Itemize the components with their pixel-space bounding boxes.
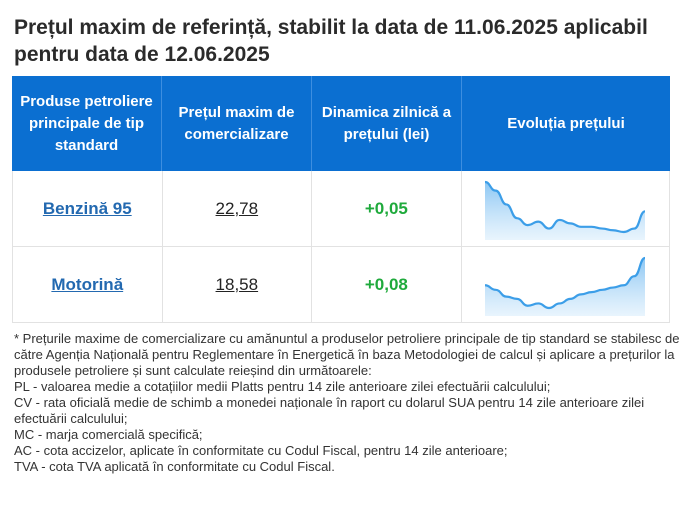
page-title: Prețul maxim de referință, stabilit la d…: [14, 16, 648, 66]
header-daily-change: Dinamica zilnică a prețului (lei): [312, 76, 462, 171]
note-tva: TVA - cota TVA aplicată în conformitate …: [14, 459, 335, 474]
note-ac: AC - cota accizelor, aplicate în conform…: [14, 443, 508, 458]
table-row-benzina: Benzină 95 22,78 +0,05: [12, 171, 670, 247]
delta-cell: +0,05: [312, 171, 462, 246]
note-intro: * Prețurile maxime de comercializare cu …: [14, 331, 680, 378]
note-pl: PL - valoarea medie a cotațiilor medii P…: [14, 379, 551, 394]
delta-value-benzina: +0,05: [364, 198, 408, 218]
delta-value-motorina: +0,08: [364, 274, 408, 294]
table-row-motorina: Motorină 18,58 +0,08: [12, 247, 670, 323]
product-link-benzina[interactable]: Benzină 95: [42, 198, 132, 218]
price-cell: 18,58: [163, 247, 313, 322]
methodology-notes: * Prețurile maxime de comercializare cu …: [14, 331, 682, 475]
sparkline-area: [485, 257, 646, 316]
note-mc: MC - marja comercială specifică;: [14, 427, 203, 442]
sparkline-cell: [462, 171, 669, 246]
delta-cell: +0,08: [312, 247, 462, 322]
product-link-motorina[interactable]: Motorină: [51, 274, 124, 294]
product-cell: Benzină 95: [13, 171, 163, 246]
table-header: Produse petroliere principale de tip sta…: [12, 76, 670, 171]
note-cv: CV - rata oficială medie de schimb a mon…: [14, 395, 645, 426]
price-sparkline-benzina: [485, 180, 646, 240]
price-table: Produse petroliere principale de tip sta…: [12, 76, 670, 323]
price-cell: 22,78: [163, 171, 313, 246]
price-value-benzina[interactable]: 22,78: [215, 198, 259, 218]
header-price-evolution: Evoluția prețului: [507, 114, 625, 132]
sparkline-cell: [462, 247, 669, 322]
header-products: Produse petroliere principale de tip sta…: [12, 76, 162, 171]
product-cell: Motorină: [13, 247, 163, 322]
sparkline-line: [485, 256, 646, 309]
sparkline-line: [485, 180, 646, 233]
price-value-motorina[interactable]: 18,58: [215, 274, 259, 294]
header-max-price: Prețul maxim de comercializare: [162, 76, 312, 171]
price-sparkline-motorina: [485, 256, 646, 316]
